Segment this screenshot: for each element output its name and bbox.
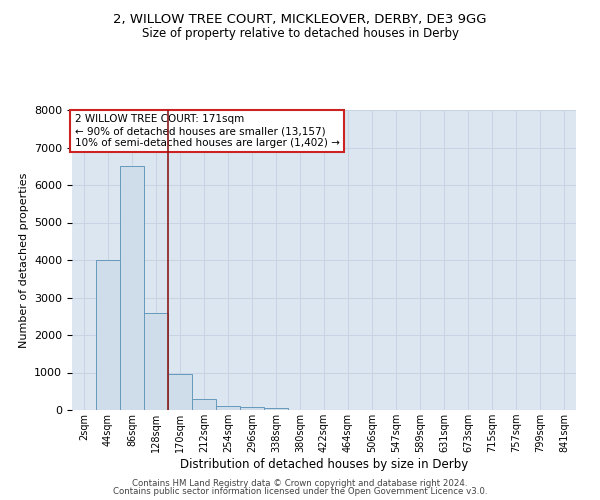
X-axis label: Distribution of detached houses by size in Derby: Distribution of detached houses by size … [180,458,468,471]
Bar [168,374,192,410]
Bar [264,408,288,410]
Text: 2 WILLOW TREE COURT: 171sqm
← 90% of detached houses are smaller (13,157)
10% of: 2 WILLOW TREE COURT: 171sqm ← 90% of det… [74,114,340,148]
Bar [216,406,240,410]
Bar [240,407,264,410]
Bar [192,399,216,410]
Bar [144,312,168,410]
Bar [120,166,144,410]
Bar [96,260,120,410]
Y-axis label: Number of detached properties: Number of detached properties [19,172,29,348]
Text: 2, WILLOW TREE COURT, MICKLEOVER, DERBY, DE3 9GG: 2, WILLOW TREE COURT, MICKLEOVER, DERBY,… [113,12,487,26]
Text: Contains public sector information licensed under the Open Government Licence v3: Contains public sector information licen… [113,487,487,496]
Text: Size of property relative to detached houses in Derby: Size of property relative to detached ho… [142,28,458,40]
Text: Contains HM Land Registry data © Crown copyright and database right 2024.: Contains HM Land Registry data © Crown c… [132,478,468,488]
